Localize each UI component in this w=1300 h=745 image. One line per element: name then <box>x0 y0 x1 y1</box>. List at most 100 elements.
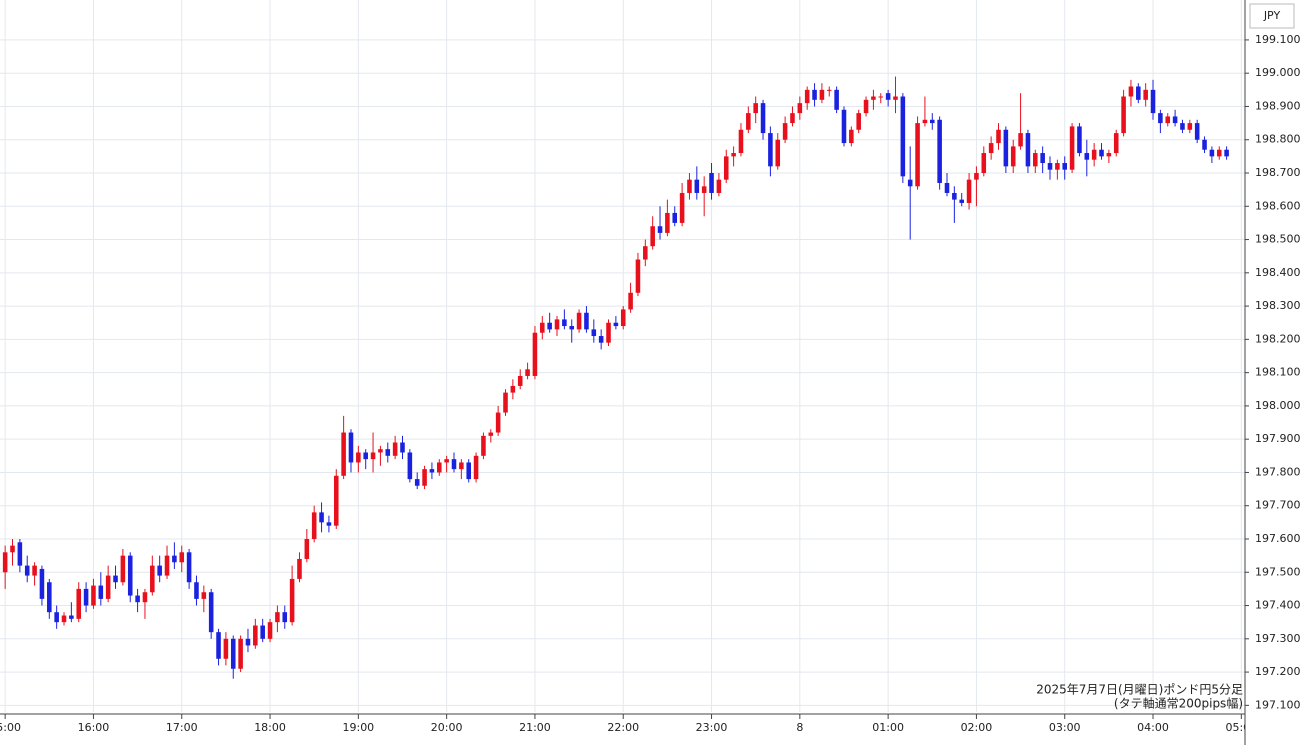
candle-body <box>797 103 803 114</box>
candle-body <box>650 226 655 247</box>
candle-body <box>922 119 928 124</box>
candle-body <box>915 123 920 187</box>
candle-body <box>451 459 457 470</box>
candle-body <box>944 182 950 193</box>
candle-body <box>113 575 118 583</box>
y-tick-label: 197.400 <box>1255 599 1300 612</box>
y-tick-label: 197.900 <box>1255 432 1300 445</box>
candle-body <box>392 442 398 456</box>
candle-body <box>1121 96 1126 134</box>
candle-body <box>893 96 898 100</box>
candle-body <box>525 369 530 376</box>
x-tick-label: 16:00 <box>78 721 110 734</box>
candle-body <box>672 212 678 223</box>
x-tick-label: 21:00 <box>519 721 551 734</box>
candle-body <box>988 143 994 154</box>
candle-body <box>812 89 817 100</box>
candle-body <box>1216 149 1222 157</box>
candle-body <box>1077 126 1082 154</box>
y-tick-label: 198.500 <box>1255 233 1300 246</box>
candle-body <box>47 582 52 613</box>
candle-body <box>1172 116 1178 124</box>
candle-body <box>76 588 82 619</box>
candle-body <box>407 452 413 480</box>
candle-body <box>1099 149 1104 157</box>
candle-body <box>1180 123 1185 130</box>
candle-body <box>1018 133 1023 147</box>
candle-body <box>900 96 906 177</box>
candle-body <box>473 455 479 480</box>
candle-body <box>1150 89 1156 114</box>
candle-body <box>348 432 354 463</box>
candle-body <box>356 452 361 463</box>
x-tick-label: 23:00 <box>696 721 728 734</box>
candle-body <box>701 186 707 193</box>
candle-body <box>687 179 692 193</box>
candle-body <box>635 259 641 293</box>
candle-body <box>532 332 538 376</box>
candle-body <box>91 585 96 606</box>
candle-body <box>1143 89 1148 100</box>
y-tick-label: 199.100 <box>1255 33 1300 46</box>
candle-body <box>503 392 508 413</box>
candle-body <box>657 226 663 233</box>
candle-body <box>164 555 170 576</box>
candle-body <box>230 638 236 669</box>
candle-body <box>841 109 847 144</box>
candle-body <box>760 103 766 134</box>
candle-body <box>723 156 729 180</box>
candle-body <box>591 329 597 337</box>
candle-body <box>826 89 832 91</box>
y-tick-label: 197.100 <box>1255 698 1300 711</box>
candle-body <box>959 199 964 203</box>
candle-body <box>172 555 177 563</box>
candle-body <box>326 522 332 526</box>
y-tick-label: 197.600 <box>1255 532 1300 545</box>
candle-body <box>1128 86 1134 97</box>
candle-body <box>1113 133 1119 154</box>
currency-label: JPY <box>1263 9 1281 22</box>
candle-body <box>731 153 736 157</box>
y-tick-label: 197.800 <box>1255 465 1300 478</box>
x-tick-label: 04:00 <box>1137 721 1169 734</box>
candle-body <box>517 375 523 386</box>
candle-body <box>488 432 494 436</box>
candle-body <box>414 479 420 486</box>
candle-body <box>385 449 391 456</box>
x-tick-label: 17:00 <box>166 721 198 734</box>
candle-body <box>98 585 104 599</box>
candle-body <box>495 412 501 433</box>
y-tick-label: 198.200 <box>1255 332 1300 345</box>
candle-body <box>606 322 611 343</box>
candle-body <box>878 96 884 98</box>
candle-body <box>562 319 567 327</box>
candles <box>2 76 1229 679</box>
candle-body <box>834 89 839 110</box>
candle-body <box>1136 86 1141 100</box>
candle-body <box>400 442 405 453</box>
candle-body <box>208 592 214 633</box>
y-tick-label: 197.200 <box>1255 665 1300 678</box>
candle-body <box>819 89 825 100</box>
x-tick-label: 19:00 <box>342 721 374 734</box>
candle-body <box>937 119 942 183</box>
candle-body <box>746 113 751 130</box>
x-tick-label: 8 <box>796 721 803 734</box>
candle-body <box>863 99 869 114</box>
candle-body <box>297 558 302 579</box>
candle-body <box>238 638 243 669</box>
candle-body <box>569 326 575 330</box>
candle-body <box>2 552 8 573</box>
candle-body <box>275 612 280 623</box>
candle-body <box>679 192 685 223</box>
x-tick-label: 22:00 <box>607 721 639 734</box>
candle-body <box>24 565 30 576</box>
x-tick-label: 03:00 <box>1049 721 1081 734</box>
candle-body <box>1106 153 1112 157</box>
candle-body <box>510 385 516 393</box>
candle-body <box>952 192 957 200</box>
candle-body <box>10 545 15 553</box>
y-tick-label: 198.900 <box>1255 99 1300 112</box>
candle-body <box>694 179 700 193</box>
candle-body <box>554 319 560 330</box>
